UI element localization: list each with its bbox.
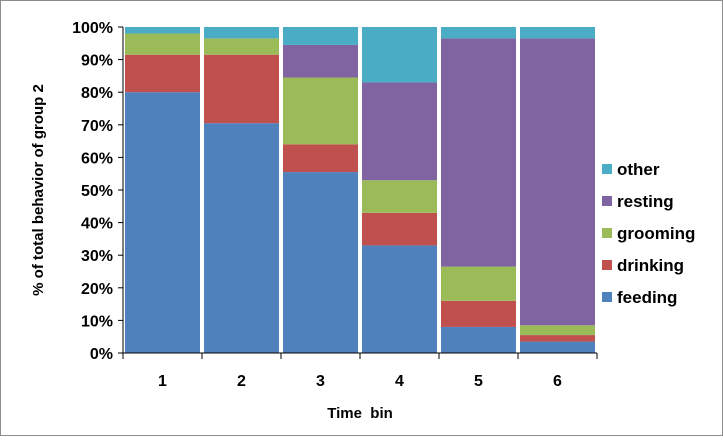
y-tick-label: 40% — [81, 216, 113, 233]
bar-segment-drinking-1 — [125, 54, 200, 93]
bar-segment-drinking-2 — [204, 54, 279, 124]
bar-segment-feeding-2 — [204, 123, 279, 353]
legend: other resting grooming drinking feeding — [602, 160, 695, 307]
x-axis-title: Time bin — [327, 405, 393, 422]
bar-segment-grooming-5 — [441, 266, 516, 301]
bar-segment-grooming-1 — [125, 33, 200, 55]
bar-segment-drinking-3 — [283, 144, 358, 173]
bar-segment-grooming-6 — [520, 325, 595, 336]
x-tick-label: 4 — [395, 373, 404, 390]
x-tick-label: 6 — [553, 373, 562, 390]
bar-segment-drinking-4 — [362, 212, 437, 246]
y-tick-labels: 0% 10% 20% 30% 40% 50% 60% 70% 80% 90% 100% — [72, 20, 123, 363]
y-tick-label: 50% — [81, 183, 113, 200]
y-tick-label: 100% — [72, 20, 113, 37]
bar-segment-other-3 — [283, 27, 358, 45]
legend-swatch-feeding — [602, 292, 612, 302]
bar-segment-drinking-5 — [441, 300, 516, 327]
bar-segment-resting-6 — [520, 38, 595, 326]
bar-segment-other-4 — [362, 27, 437, 83]
legend-swatch-drinking — [602, 260, 612, 270]
x-tick-label: 3 — [316, 373, 325, 390]
bar-segment-grooming-3 — [283, 77, 358, 145]
bar-segment-other-2 — [204, 27, 279, 39]
x-tick-label: 2 — [237, 373, 246, 390]
bar-segment-drinking-6 — [520, 335, 595, 342]
bar-segment-grooming-4 — [362, 180, 437, 213]
bar-segment-other-6 — [520, 27, 595, 39]
legend-label-resting: resting — [617, 192, 674, 211]
bar-segment-feeding-3 — [283, 172, 358, 353]
legend-swatch-resting — [602, 196, 612, 206]
y-tick-label: 30% — [81, 248, 113, 265]
x-tick-label: 1 — [158, 373, 167, 390]
y-tick-label: 80% — [81, 85, 113, 102]
y-tick-label: 90% — [81, 53, 113, 70]
bar-segment-resting-4 — [362, 82, 437, 181]
bars-group — [125, 27, 595, 353]
bar-segment-other-5 — [441, 27, 516, 39]
legend-label-feeding: feeding — [617, 288, 677, 307]
bar-segment-resting-3 — [283, 44, 358, 78]
y-tick-label: 20% — [81, 281, 113, 298]
x-tick-labels: 1 2 3 4 5 6 — [122, 353, 598, 390]
bar-segment-feeding-6 — [520, 341, 595, 353]
bar-segment-feeding-1 — [125, 92, 200, 353]
y-tick-label: 10% — [81, 313, 113, 330]
y-tick-label: 0% — [90, 346, 113, 363]
bar-segment-grooming-2 — [204, 38, 279, 55]
legend-label-other: other — [617, 160, 660, 179]
y-tick-label: 60% — [81, 150, 113, 167]
y-tick-label: 70% — [81, 118, 113, 135]
y-axis-title: % of total behavior of group 2 — [30, 84, 47, 296]
legend-label-drinking: drinking — [617, 256, 684, 275]
legend-swatch-other — [602, 164, 612, 174]
bar-segment-feeding-4 — [362, 245, 437, 353]
x-tick-label: 5 — [474, 373, 483, 390]
legend-label-grooming: grooming — [617, 224, 695, 243]
bar-segment-other-1 — [125, 27, 200, 34]
bar-segment-feeding-5 — [441, 326, 516, 353]
legend-swatch-grooming — [602, 228, 612, 238]
bar-segment-resting-5 — [441, 38, 516, 267]
